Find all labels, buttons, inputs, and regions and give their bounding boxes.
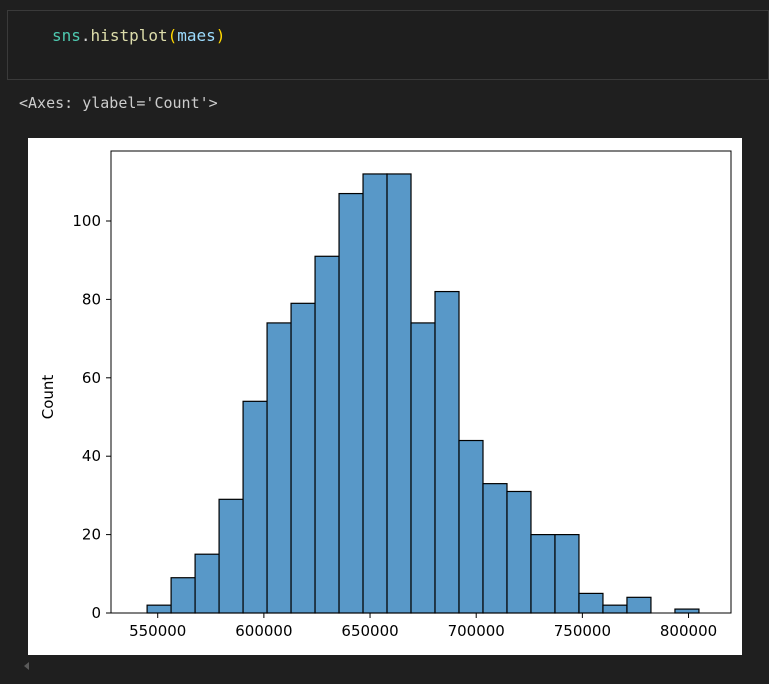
histogram-bar	[218, 498, 244, 614]
histogram-bar	[578, 592, 604, 614]
histogram-bar	[290, 302, 316, 614]
histogram-bar	[602, 604, 628, 614]
histogram-bar	[386, 173, 412, 614]
code-argument: maes	[177, 26, 216, 45]
histogram-bar	[626, 596, 652, 614]
y-axis-label: Count	[39, 375, 57, 420]
histogram-bar	[410, 322, 436, 614]
scroll-left-arrow[interactable]	[24, 662, 29, 670]
code-close-paren: )	[215, 26, 226, 45]
code-dot: .	[80, 26, 91, 45]
histogram-svg: 550000 600000 650000 700000 750000 800000 0 20 4…	[39, 150, 732, 640]
x-tick-label: 700000	[448, 622, 505, 640]
histogram-bar	[146, 604, 172, 614]
histogram-bar	[170, 577, 196, 614]
x-tick-label: 600000	[235, 622, 292, 640]
x-tick-label: 650000	[341, 622, 398, 640]
histogram-bar	[506, 490, 532, 614]
histogram-bar	[266, 322, 292, 614]
histogram-bar	[194, 553, 220, 614]
x-tick-label: 800000	[660, 622, 717, 640]
code-open-paren: (	[167, 26, 178, 45]
histogram-bar	[530, 534, 556, 614]
histogram-bar	[242, 400, 268, 614]
histogram-bar	[362, 173, 388, 614]
y-tick-label: 40	[82, 447, 101, 465]
x-tick-label: 750000	[554, 622, 611, 640]
y-tick-label: 20	[82, 526, 101, 544]
histogram-bar	[434, 290, 460, 614]
histogram-plot: 550000 600000 650000 700000 750000 800000 0 20 4…	[28, 138, 742, 655]
code-line[interactable]: sns.histplot(maes)	[52, 26, 225, 45]
code-function: histplot	[90, 26, 168, 45]
code-cell[interactable]: sns.histplot(maes)	[7, 10, 769, 80]
y-tick-label: 60	[82, 369, 101, 387]
y-tick-label: 0	[91, 604, 101, 622]
histogram-bar	[674, 608, 700, 614]
histogram-bar	[314, 255, 340, 614]
axes-frame	[110, 150, 732, 614]
histogram-bar	[482, 483, 508, 614]
histogram-bar	[458, 439, 484, 614]
histogram-bar	[338, 192, 364, 614]
y-tick-label: 80	[82, 290, 101, 308]
x-tick-label: 550000	[129, 622, 186, 640]
output-repr-text: <Axes: ylabel='Count'>	[19, 94, 218, 112]
code-module: sns	[52, 26, 81, 45]
ticks-group: 550000 600000 650000 700000 750000 800000 0 20 4…	[72, 212, 717, 640]
bars-group	[146, 173, 700, 614]
histogram-bar	[554, 534, 580, 614]
y-tick-label: 100	[72, 212, 101, 230]
